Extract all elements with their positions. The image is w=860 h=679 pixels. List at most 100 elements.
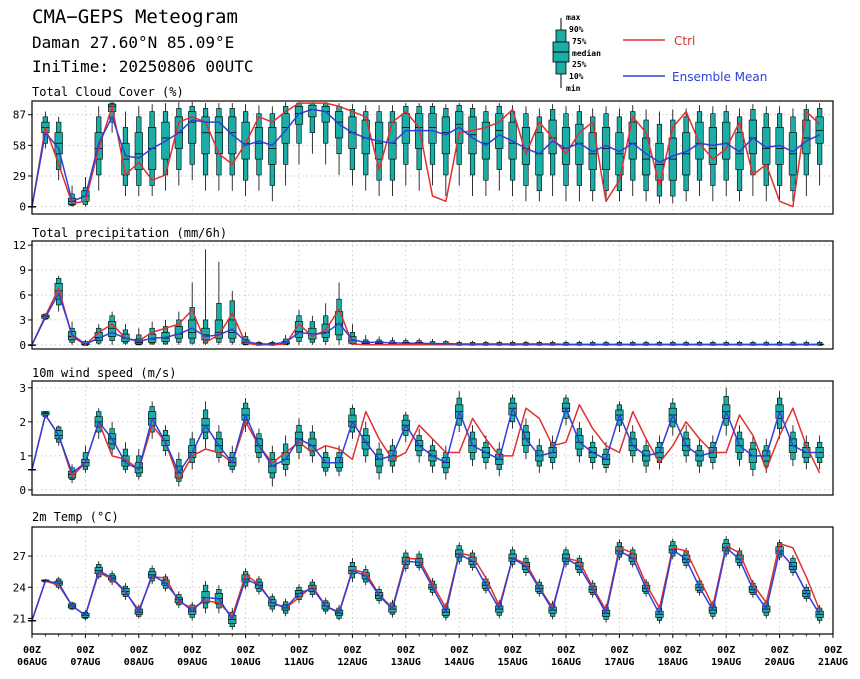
box-75-90 [216,431,222,440]
box-precip-11 [174,311,183,345]
box-cloud-35 [495,103,504,191]
box-10-25 [670,421,676,428]
box-75-90 [56,426,62,431]
box-75-90 [149,406,155,412]
box-75-90 [256,342,262,344]
box-75-90 [469,108,476,118]
box-75-90 [590,441,596,448]
box-75-90 [256,578,262,583]
box-cloud-26 [374,105,384,197]
box-10-25 [817,142,823,165]
box-75-90 [723,396,729,406]
series-mean-precip [31,292,820,346]
box-10-25 [349,148,356,170]
box-10-25 [389,158,396,181]
box-75-90 [389,445,396,452]
panel-title-cloud: Total Cloud Cover (%) [32,85,184,99]
series-mean-temp [31,547,821,621]
box-75-90 [790,431,796,440]
box-10-25 [803,457,809,463]
box-75-90 [269,596,275,601]
box-75-90 [496,105,502,114]
box-10-25 [296,337,302,342]
y-tick-label: 9 [19,264,26,277]
y-tick-label: 0 [19,339,26,352]
x-axis: 00Z06AUG00Z07AUG00Z08AUG00Z09AUG00Z10AUG… [17,634,848,668]
box-10-25 [309,116,315,133]
box-10-25 [723,418,729,426]
box-10-25 [202,602,209,609]
box-75-90 [670,402,676,409]
box-10-25 [256,158,262,176]
box-10-25 [803,153,809,176]
box-10-25 [336,615,342,619]
box-75-90 [56,578,62,582]
key-mean-label: Ensemble Mean [672,70,767,84]
box-cloud-39 [548,104,557,197]
x-tick-label-time: 00Z [664,645,682,656]
box-10-25 [136,472,142,477]
box-10-25 [817,617,823,621]
box-10-25 [643,174,649,192]
box-75-90 [349,407,356,416]
box-75-90 [202,108,209,118]
box-10-25 [496,464,502,470]
y-tick-label: 27 [13,550,26,563]
box-75-90 [817,342,823,345]
box-10-25 [69,339,75,343]
box-75-90 [656,123,663,144]
box-75-90 [736,431,743,440]
meteogram-header: CMA−GEPS Meteogram Daman 27.60°N 85.09°E… [0,0,860,96]
box-cloud-8 [134,106,143,197]
x-tick-label-time: 00Z [130,645,148,656]
box-75-90 [122,448,129,457]
y-tick-label: 21 [13,612,26,625]
panel-precip: Total precipitation (mm/6h) 0 3 6 9 12 [13,226,834,352]
box-75-90 [349,332,356,337]
box-10-25 [443,615,449,618]
box-75-90 [550,109,556,121]
box-10-25 [109,336,115,341]
box-wind-12 [188,432,197,470]
box-75-90 [683,116,689,133]
box-10-25 [229,623,235,628]
box-10-25 [630,158,636,181]
box-cloud-41 [575,105,584,202]
box-75-90 [563,549,569,555]
box-10-25 [389,460,396,467]
key-label-10: 10% [569,72,584,81]
box-10-25 [776,164,783,186]
box-75-90 [483,441,489,448]
box-75-90 [523,113,529,128]
box-10-25 [122,174,129,186]
box-75-90 [136,116,142,133]
box-10-25 [710,612,716,617]
box-75-90 [469,431,476,440]
box-75-90 [817,108,823,118]
box-25-75 [695,121,704,160]
box-10-25 [656,617,663,621]
box-75-90 [363,428,369,436]
box-cloud-34 [481,105,491,197]
box-75-90 [616,116,622,133]
box-10-25 [643,460,649,467]
box-75-90 [616,542,622,548]
box-10-25 [429,142,436,165]
box-75-90 [309,321,315,329]
box-75-90 [269,452,275,460]
box-75-90 [363,339,369,342]
box-75-90 [269,342,275,344]
box-cloud-58 [802,104,811,197]
box-25-75 [802,119,811,155]
box-10-25 [790,452,796,460]
box-75-90 [56,278,62,284]
key-ctrl-label: Ctrl [674,34,695,48]
box-precip-21 [308,315,317,345]
box-10-25 [96,158,102,176]
box-cloud-49 [682,108,691,202]
box-75-90 [403,414,409,421]
box-75-90 [763,113,769,128]
box-75-90 [323,315,329,325]
box-75-90 [696,445,703,452]
box-25-75 [294,105,304,125]
